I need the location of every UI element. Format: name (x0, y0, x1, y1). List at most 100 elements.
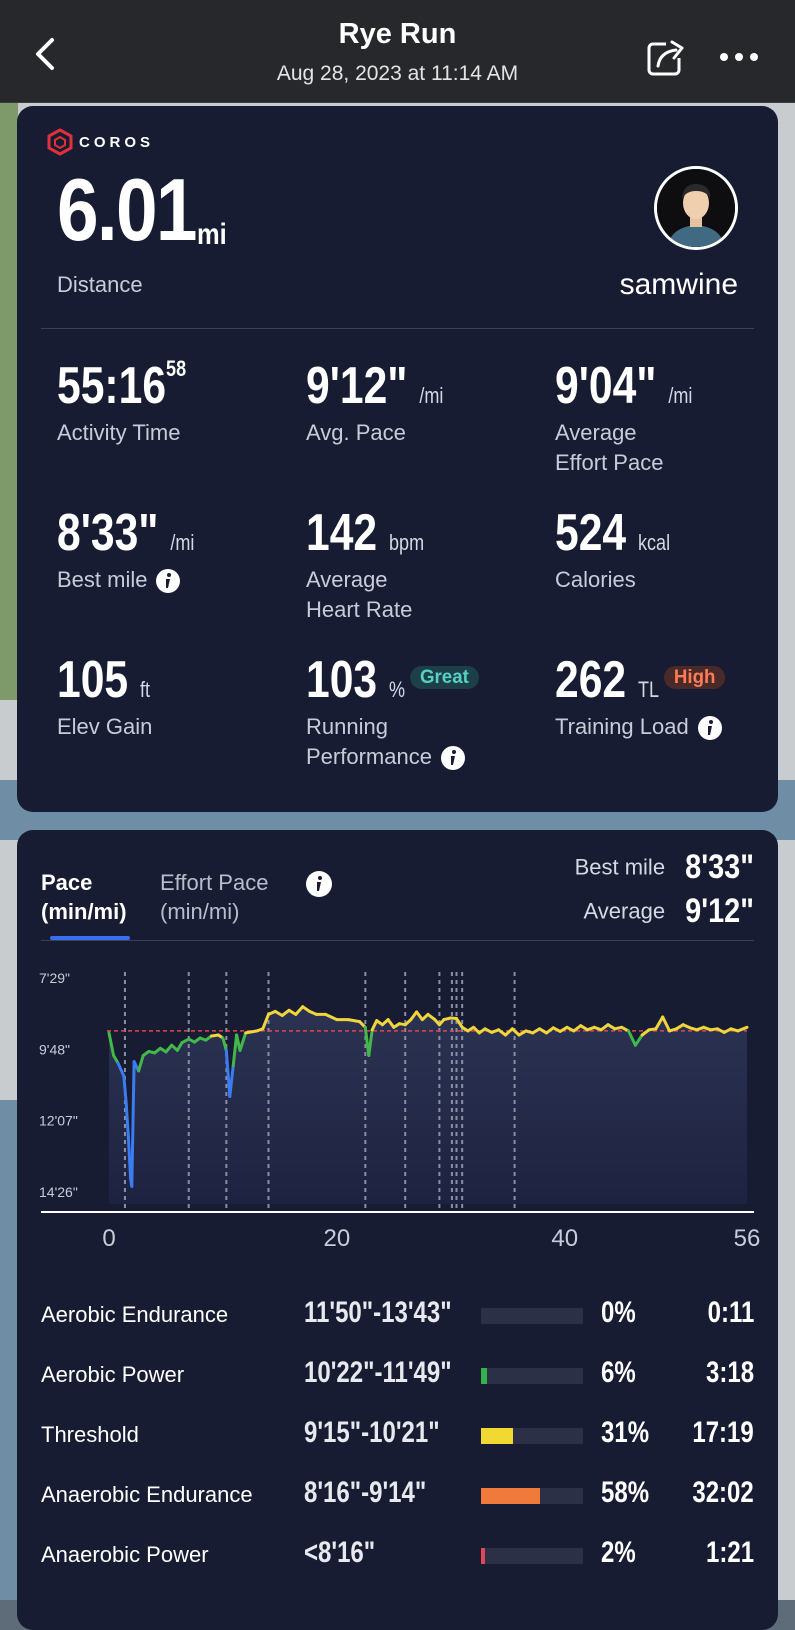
active-tab-indicator (50, 936, 130, 940)
x-tick-label: 0 (102, 1225, 115, 1252)
pace-chart[interactable]: 7'29" 9'48" 12'07" 14'26" 0 20 40 56 (17, 950, 778, 1270)
zone-name: Aerobic Endurance (41, 1302, 229, 1327)
zone-row: Threshold 9'15"-10'21" 31% 17:19 (41, 1410, 754, 1470)
tab-pace[interactable]: Pace (min/mi) (41, 868, 127, 926)
avatar-image (657, 169, 735, 247)
pace-line-segment (126, 1136, 133, 1181)
pace-line-segment (455, 1017, 464, 1029)
effort-pace-value: 9'04" (555, 357, 657, 415)
pace-line-segment (661, 1015, 671, 1033)
summary-divider (41, 328, 754, 329)
pace-line-segment (294, 1005, 305, 1016)
zone-bar-fill (481, 1428, 513, 1444)
zone-row: Aerobic Power 10'22"-11'49" 6% 3:18 (41, 1350, 754, 1410)
brand-name: COROS (79, 133, 155, 151)
running-performance-value: 103 (306, 651, 378, 709)
pace-area (109, 1006, 747, 1204)
y-tick-label: 12'07" (39, 1113, 78, 1129)
activity-time-hundredths: 58 (166, 356, 187, 381)
zone-time: 0:11 (707, 1296, 754, 1329)
zone-percent: 0% (601, 1296, 636, 1329)
distance-label: Distance (57, 272, 143, 297)
y-tick-label: 7'29" (39, 970, 70, 986)
pace-line-segment (231, 1033, 239, 1068)
user-avatar[interactable] (654, 166, 738, 250)
zone-bar-fill (481, 1488, 541, 1504)
pace-line-segment (238, 1031, 248, 1052)
stat-calories: 524 kcal Calories (555, 507, 695, 595)
pace-line-segment (116, 1061, 126, 1078)
zone-bar-track (481, 1548, 583, 1564)
y-tick-label: 14'26" (39, 1184, 78, 1200)
avg-pace-value: 9'12" (306, 357, 408, 415)
x-tick-label: 20 (324, 1225, 351, 1252)
tab-effort-pace-line1: Effort Pace (160, 870, 269, 895)
username[interactable]: samwine (619, 268, 738, 301)
pace-line-segment (137, 1054, 145, 1073)
activity-datetime: Aug 28, 2023 at 11:14 AM (276, 62, 519, 85)
effort-pace-info-icon[interactable] (305, 870, 333, 898)
zone-bar-track (481, 1428, 583, 1444)
zone-time: 32:02 (692, 1476, 754, 1509)
activity-time-value: 55:16 (57, 357, 167, 415)
best-mile-unit: /mi (170, 530, 195, 555)
avg-pace-label: Avg. Pace (306, 420, 406, 445)
brand-logo: COROS (47, 128, 154, 156)
training-load-value: 262 (555, 651, 627, 709)
zone-bar-track (481, 1368, 583, 1384)
pace-line-segment (221, 1036, 228, 1052)
pace-line-segment (124, 1100, 130, 1140)
pace-zones: Aerobic Endurance 11'50"-13'43" 0% 0:11 Aero… (41, 1290, 754, 1590)
average-summary: Average 9'12" (584, 892, 754, 931)
elev-gain-value: 105 (57, 651, 129, 709)
heart-rate-unit: bpm (388, 530, 425, 555)
avg-pace-unit: /mi (419, 383, 444, 408)
best-mile-summary-label: Best mile (574, 854, 666, 880)
zone-percent: 31% (601, 1416, 650, 1449)
more-options-icon[interactable] (718, 48, 760, 66)
effort-pace-label-line2: Effort Pace (555, 450, 664, 475)
stat-activity-time: 55:1658 Activity Time (57, 357, 214, 448)
running-performance-label-line2: Performance (306, 744, 432, 769)
pace-line-segment (654, 1015, 665, 1031)
tab-effort-pace-line2: (min/mi) (160, 899, 240, 924)
training-load-info-icon[interactable] (697, 715, 723, 741)
running-performance-badge: Great (409, 665, 479, 689)
zone-pace-range: 8'16"-9'14" (304, 1476, 427, 1509)
stat-heart-rate: 142 bpm Average Heart Rate (306, 507, 450, 625)
zone-name: Threshold (41, 1422, 139, 1447)
zone-pace-range: 10'22"-11'49" (304, 1356, 452, 1389)
y-tick-label: 9'48" (39, 1041, 70, 1057)
calories-label: Calories (555, 567, 636, 592)
pace-line-segment (324, 1012, 339, 1022)
effort-pace-label-line1: Average (555, 420, 637, 445)
zone-bar-fill (481, 1548, 485, 1564)
zone-time: 3:18 (705, 1356, 754, 1389)
average-summary-value: 9'12" (685, 892, 754, 930)
distance-unit: mi (197, 218, 227, 251)
tab-pace-line2: (min/mi) (41, 899, 127, 924)
best-mile-info-icon[interactable] (155, 568, 181, 594)
x-tick-label: 40 (551, 1225, 578, 1252)
activity-time-label: Activity Time (57, 420, 181, 445)
zone-time: 17:19 (692, 1416, 754, 1449)
training-load-label: Training Load (555, 714, 689, 739)
pace-line-segment (386, 1018, 396, 1029)
share-icon[interactable] (646, 36, 690, 78)
running-performance-label-line1: Running (306, 714, 388, 739)
zone-name: Aerobic Power (41, 1362, 185, 1387)
zone-pace-range: <8'16" (304, 1536, 376, 1569)
pace-line-segment (409, 1010, 419, 1022)
stat-running-performance: 103 % Great Running Performance (306, 654, 502, 772)
running-performance-info-icon[interactable] (440, 745, 466, 771)
tab-effort-pace[interactable]: Effort Pace (min/mi) (160, 868, 268, 926)
back-icon[interactable] (26, 34, 66, 74)
pace-line-segment (367, 1028, 374, 1057)
stat-effort-pace: 9'04" /mi Average Effort Pace (555, 360, 723, 478)
pace-line-segment (633, 1033, 644, 1047)
pace-line-segment (627, 1029, 637, 1047)
training-load-badge: High (663, 665, 726, 689)
tab-pace-line1: Pace (41, 870, 93, 895)
elev-gain-unit: ft (139, 677, 151, 702)
top-header: Rye Run Aug 28, 2023 at 11:14 AM (0, 0, 795, 103)
